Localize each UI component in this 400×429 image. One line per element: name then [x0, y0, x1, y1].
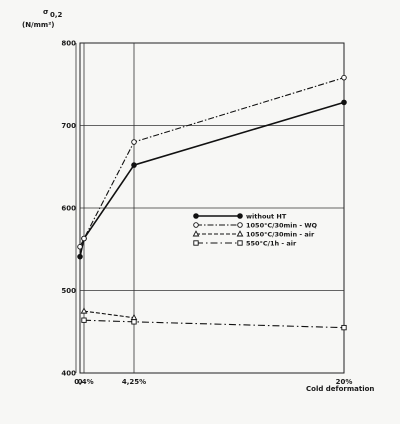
marker-open-square — [81, 317, 87, 323]
marker-filled-circle — [193, 213, 199, 219]
marker-open-square — [237, 240, 243, 246]
marker-open-triangle — [192, 230, 200, 237]
x-tick-label: 0 — [78, 378, 83, 386]
series-group — [77, 74, 347, 331]
marker-open-circle — [193, 222, 199, 228]
x-tick-labels: 00,4% 4,25% 20% — [74, 378, 352, 386]
series-line-4 — [83, 319, 345, 329]
series-line-2 — [79, 77, 345, 248]
legend-label: 1050°C/30min - air — [246, 231, 315, 239]
marker-filled-circle — [131, 162, 137, 168]
y-tick-labels: 400 500 600 700 800 — [61, 40, 76, 378]
marker-open-circle — [81, 235, 87, 242]
marker-open-triangle — [236, 230, 244, 237]
marker-filled-circle — [237, 213, 243, 219]
x-axis-label: Cold deformation — [306, 385, 374, 393]
marker-open-triangle — [80, 307, 88, 314]
marker-open-circle — [77, 244, 83, 250]
marker-open-square — [131, 319, 137, 325]
marker-open-circle — [341, 74, 347, 81]
y-axis-symbol: σ — [43, 8, 49, 16]
legend-label: without HT — [246, 213, 287, 221]
y-tick-label: 700 — [61, 122, 76, 130]
y-axis-unit: (N/mm²) — [22, 21, 54, 29]
series-line-3 — [83, 310, 135, 319]
y-tick-label: 600 — [61, 205, 76, 213]
y-tick-label: 400 — [61, 370, 76, 378]
marker-open-square — [341, 324, 347, 331]
legend-label: 550°C/1h - air — [246, 240, 297, 248]
y-tick-label: 500 — [61, 287, 76, 295]
x-tick-label: 4,25% — [122, 378, 146, 386]
x-tick-label: 20% — [336, 378, 353, 386]
marker-open-circle — [237, 222, 243, 228]
y-tick-label: 800 — [61, 40, 76, 48]
marker-open-square — [193, 240, 199, 246]
marker-open-circle — [131, 139, 137, 145]
y-axis-subscript: 0,2 — [50, 11, 63, 19]
marker-filled-circle — [77, 253, 83, 260]
marker-filled-circle — [341, 99, 347, 106]
x-tick-label: 0,4% — [74, 378, 93, 386]
legend-label: 1050°C/30min - WQ — [246, 222, 318, 230]
